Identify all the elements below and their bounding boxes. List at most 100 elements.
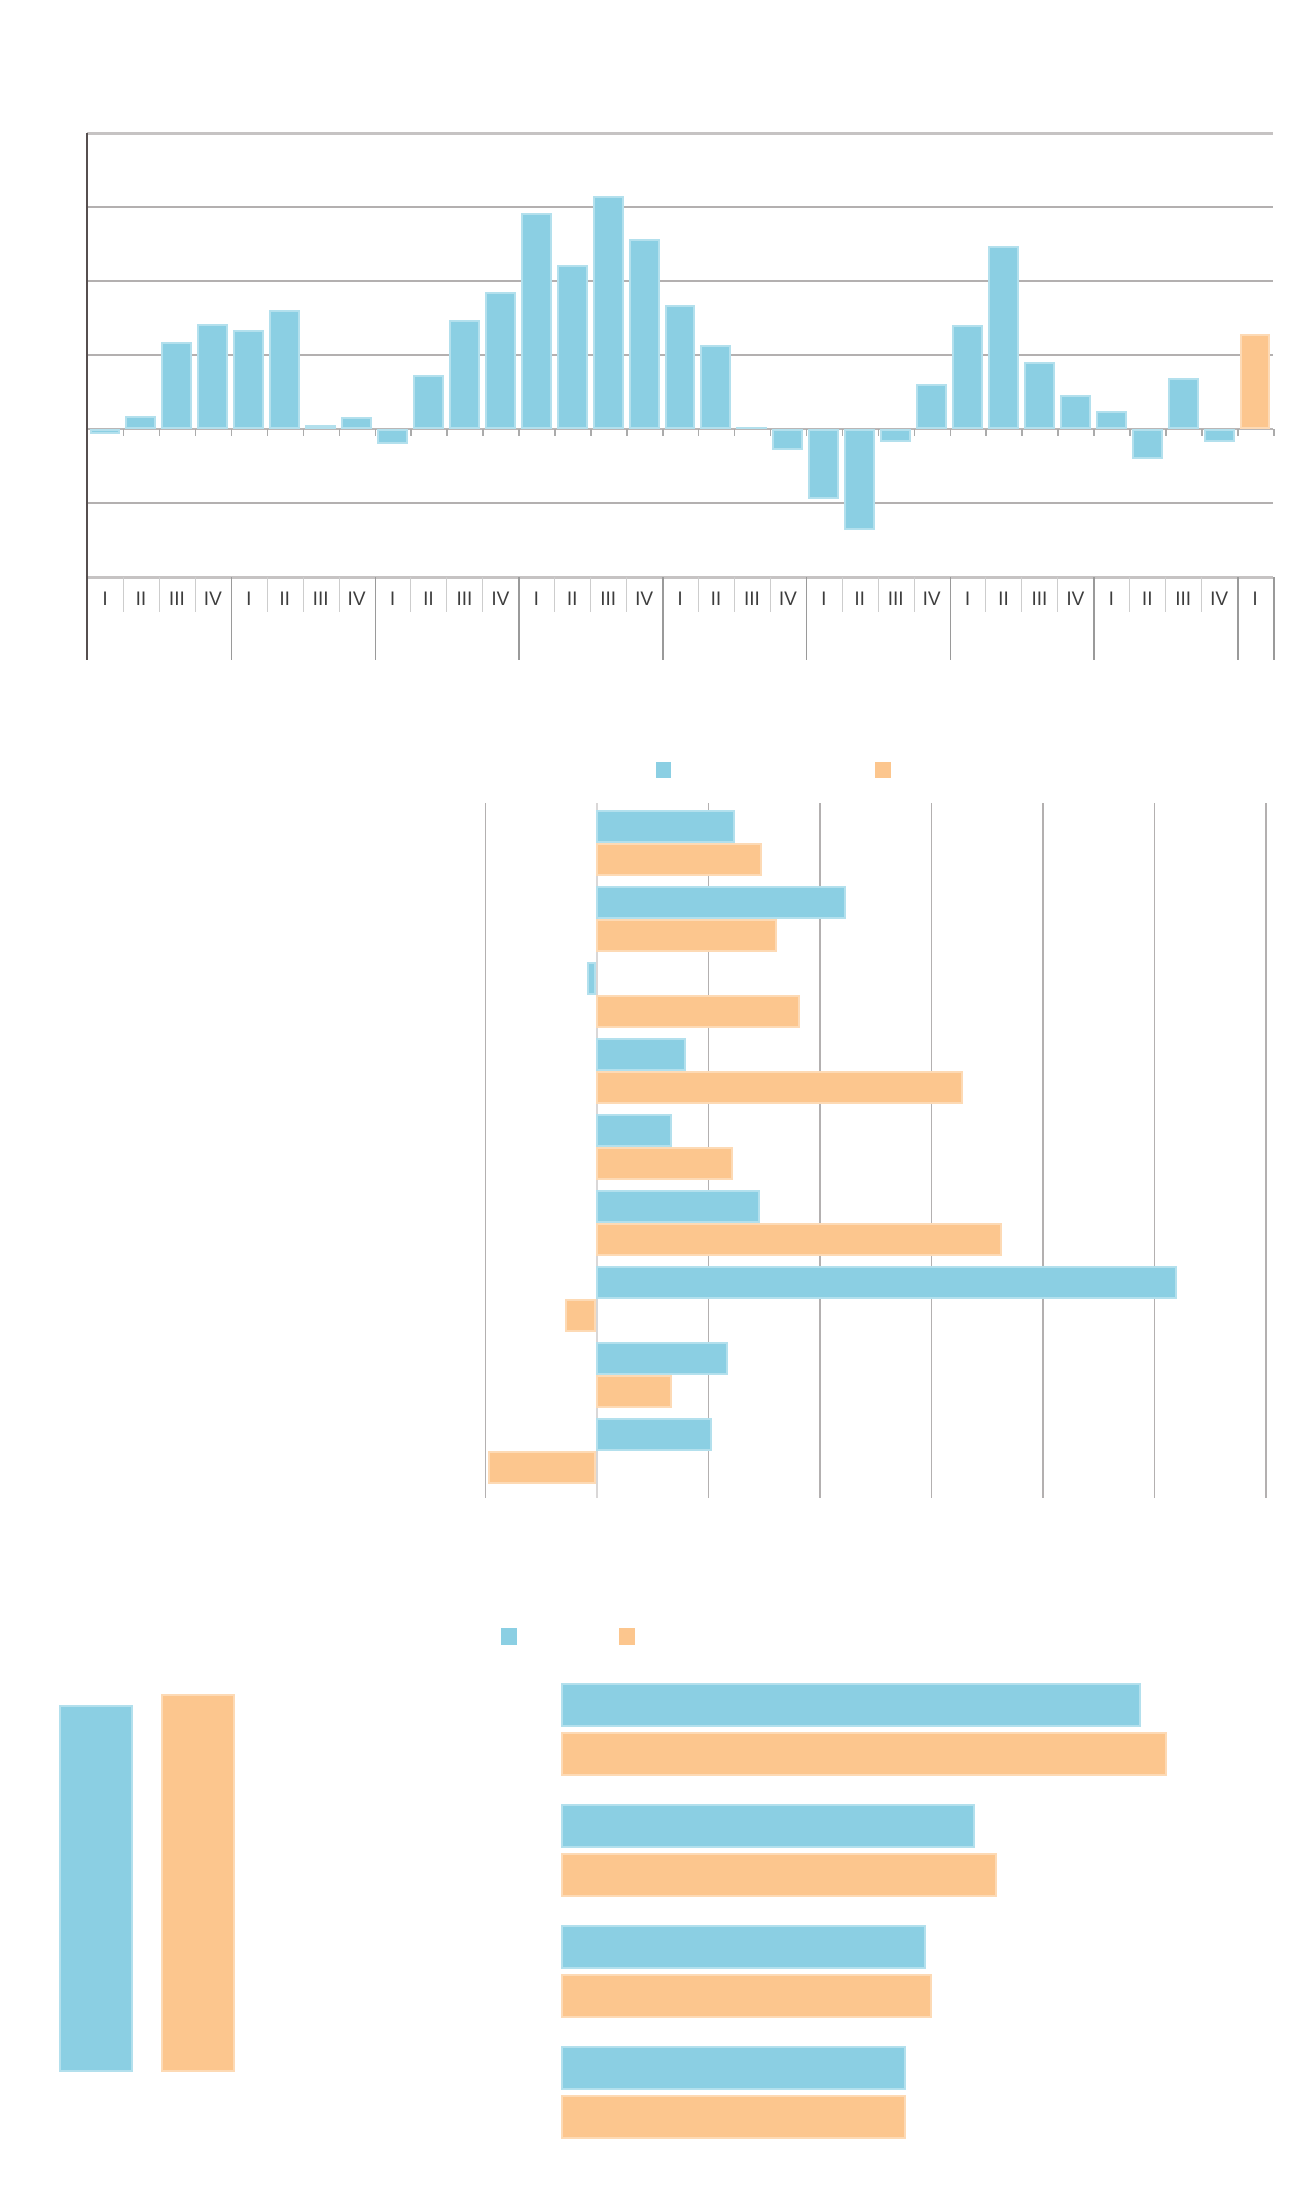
- x-tick-label: III: [312, 589, 329, 610]
- quarter-bar-negative: [844, 429, 876, 531]
- zero-axis-tick: [1165, 429, 1167, 436]
- quarter-separator-line: [194, 577, 196, 612]
- gridline: [87, 131, 1273, 135]
- quarter-separator-line: [697, 577, 699, 612]
- level-bar-blue: [59, 1705, 133, 2072]
- quarter-bar: [197, 323, 229, 429]
- quarter-bar: [987, 246, 1019, 429]
- group-bar-orange: [487, 1451, 596, 1484]
- x-tick-label: IV: [922, 589, 941, 610]
- group-bar-orange: [596, 1147, 734, 1180]
- group-bar-orange: [561, 2095, 906, 2139]
- zero-axis-tick: [338, 429, 341, 436]
- quarter-bar: [125, 415, 157, 429]
- x-tick-label: I: [246, 589, 252, 610]
- year-boundary-line: [1237, 577, 1239, 660]
- x-tick-label: II: [279, 589, 290, 610]
- quarter-separator-line: [1021, 577, 1023, 612]
- group-bar-orange: [596, 1223, 1002, 1256]
- gridline: [87, 502, 1273, 504]
- year-boundary-line: [1093, 577, 1095, 660]
- zero-axis-tick: [590, 429, 592, 436]
- quarter-bar: [664, 305, 696, 429]
- zero-axis-tick: [1201, 429, 1203, 436]
- quarter-separator-line: [985, 577, 987, 612]
- quarter-separator-line: [554, 577, 556, 612]
- x-tick-label: II: [423, 589, 434, 610]
- quarter-bar-negative: [1203, 429, 1235, 442]
- legend-swatch-blue: [656, 762, 671, 778]
- gridline: [1265, 803, 1267, 1498]
- quarter-separator-line: [590, 577, 592, 612]
- quarter-bar: [484, 292, 516, 429]
- quarter-separator-line: [1129, 577, 1131, 612]
- group-bar-blue: [596, 1038, 687, 1071]
- quarter-bar: [952, 324, 983, 429]
- quarter-bar: [1059, 394, 1091, 429]
- quarter-bar: [916, 383, 948, 429]
- group-bar-blue: [561, 2046, 906, 2090]
- quarter-bar: [1167, 377, 1199, 429]
- zero-axis-tick: [626, 429, 628, 436]
- axis-strip-right-edge: [1273, 577, 1275, 660]
- quarter-bar-negative: [377, 429, 408, 444]
- x-tick-label: II: [998, 589, 1009, 610]
- group-bar-orange: [561, 1853, 997, 1897]
- x-tick-label: II: [566, 589, 578, 610]
- group-bar-blue: [596, 1266, 1177, 1299]
- quarter-bar: [520, 212, 552, 429]
- quarter-bar: [1239, 333, 1271, 429]
- quarter-separator-line: [1165, 577, 1167, 612]
- gridline: [87, 575, 1273, 579]
- zero-axis-tick: [1093, 429, 1095, 436]
- quarter-separator-line: [446, 577, 448, 612]
- quarter-bar-negative: [808, 429, 840, 499]
- group-bar-blue: [596, 810, 736, 843]
- quarter-separator-line: [482, 577, 484, 612]
- x-tick-label: I: [1252, 589, 1258, 610]
- quarter-bar-negative: [880, 429, 912, 442]
- x-tick-label: I: [389, 589, 396, 610]
- quarter-separator-line: [1057, 577, 1059, 612]
- gridline: [1153, 803, 1155, 1498]
- gridline: [87, 206, 1273, 208]
- group-bar-blue: [561, 1804, 975, 1848]
- year-boundary-line: [230, 577, 233, 660]
- x-tick-label: II: [1141, 589, 1153, 610]
- zero-axis-tick: [1237, 429, 1239, 436]
- group-bar-orange: [596, 995, 801, 1028]
- x-tick-label: I: [533, 589, 539, 610]
- zero-axis-tick: [446, 429, 448, 436]
- quarter-bar: [412, 374, 444, 429]
- x-tick-label: I: [102, 589, 108, 610]
- year-boundary-line: [374, 577, 376, 660]
- legend-swatch-orange: [875, 762, 891, 778]
- zero-axis-tick: [410, 429, 412, 436]
- quarter-separator-line: [913, 577, 915, 612]
- x-tick-label: IV: [778, 589, 797, 610]
- zero-axis-tick: [662, 429, 664, 436]
- gridline: [87, 280, 1273, 282]
- year-boundary-line: [805, 577, 808, 660]
- quarter-separator-line: [122, 577, 124, 612]
- group-bar-orange: [561, 1732, 1167, 1776]
- quarter-bar: [736, 426, 768, 429]
- group-bar-orange: [596, 1375, 672, 1408]
- x-tick-label: III: [743, 589, 760, 610]
- group-bar-blue: [587, 962, 596, 995]
- x-tick-label: I: [1108, 589, 1114, 610]
- zero-axis-tick: [769, 429, 772, 436]
- quarter-separator-line: [158, 577, 160, 612]
- quarter-bar: [556, 264, 588, 429]
- gridline: [930, 803, 932, 1498]
- x-tick-label: I: [964, 589, 971, 610]
- group-bar-orange: [596, 843, 763, 876]
- group-bar-blue: [561, 1925, 926, 1969]
- zero-axis-tick: [266, 429, 269, 436]
- zero-axis-tick: [697, 429, 700, 436]
- quarter-bar: [700, 345, 732, 429]
- zero-axis-tick: [554, 429, 556, 436]
- quarter-separator-line: [410, 577, 412, 612]
- quarter-separator-line: [338, 577, 340, 612]
- x-tick-label: I: [677, 589, 683, 610]
